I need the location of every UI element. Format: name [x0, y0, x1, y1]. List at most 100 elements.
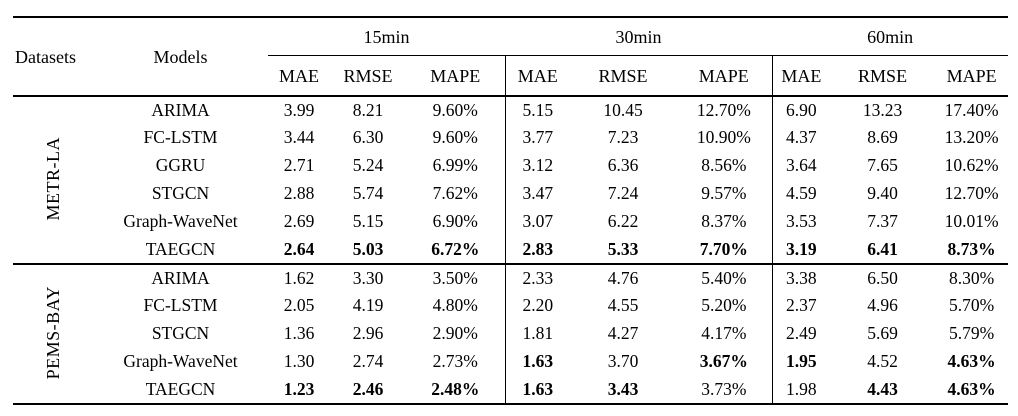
metric-value: 8.37% [701, 211, 747, 232]
metric-value: 5.15 [504, 95, 571, 124]
metric-value: 3.47 [504, 180, 571, 208]
metric-value: 2.88 [283, 183, 315, 204]
metric-value: 7.23 [607, 127, 639, 148]
dataset-label: PEMS-BAY [43, 285, 63, 379]
metric-value: 4.80% [432, 295, 478, 316]
metric-value: 6.99% [432, 155, 478, 176]
metric-value: 2.96 [352, 323, 384, 344]
metric-value: 3.67% [699, 351, 748, 372]
metric-value: 7.24 [607, 183, 639, 204]
metric-value: 7.70% [699, 238, 748, 259]
metric-value: 8.56% [701, 155, 747, 176]
metric-header-mape-60: MAPE [946, 65, 997, 86]
metric-value: 1.62 [268, 263, 330, 292]
metric-value: 4.55 [607, 295, 639, 316]
table-row: METR-LA ARIMA 3.99 8.21 9.60% 5.15 10.45 12.70%… [13, 95, 1009, 264]
metric-value: 5.69 [867, 323, 898, 344]
metric-value: 10.01% [944, 211, 999, 232]
model-name: STGCN [151, 183, 210, 204]
metric-header-mae-60: MAE [771, 55, 831, 96]
metric-value: 4.19 [352, 295, 384, 316]
metric-value: 6.36 [607, 155, 639, 176]
dataset-label-cell: METR-LA [13, 95, 93, 264]
metric-value: 3.44 [283, 127, 315, 148]
metric-value: 3.43 [607, 378, 639, 399]
table-row: GGRU 2.71 5.24 6.99% 3.12 6.36 8.56% 3.64 7.65 10… [13, 152, 1008, 180]
results-table: Datasets Models 15min 30min 60min MAE RM… [13, 16, 1009, 405]
metric-value: 1.63 [504, 376, 571, 404]
metric-value: 3.73% [701, 378, 747, 399]
table-row: STGCN 2.88 5.74 7.62% 3.47 7.24 9.57% 4.59 9.40 1… [13, 180, 1008, 208]
metric-header-mape-15: MAPE [430, 65, 481, 86]
metric-value: 6.22 [607, 211, 639, 232]
metric-value: 3.64 [771, 152, 831, 180]
metric-value: 12.70% [944, 183, 999, 204]
metric-value: 6.90% [432, 211, 478, 232]
table-row: TAEGCN 1.23 2.46 2.48% 1.63 3.43 3.73% 1.98 4.43… [13, 376, 1008, 404]
metric-value: 2.48% [431, 378, 480, 399]
metric-value: 2.71 [283, 155, 315, 176]
metric-value: 2.83 [504, 236, 571, 264]
metric-value: 7.65 [867, 155, 898, 176]
metric-value: 5.40% [676, 263, 773, 292]
metric-value: 2.37 [771, 292, 831, 320]
metric-value: 13.23 [830, 95, 936, 124]
metric-value: 8.21 [330, 95, 406, 124]
table-row: Graph-WaveNet 2.69 5.15 6.90% 3.07 6.22 8.37% 3… [13, 208, 1008, 236]
metric-value: 1.30 [283, 351, 315, 372]
metric-header-rmse-60: RMSE [858, 65, 908, 86]
table-row: FC-LSTM 3.44 6.30 9.60% 3.77 7.23 10.90% 4.37 8.… [13, 124, 1008, 152]
metric-value: 6.50 [830, 263, 936, 292]
metric-value: 3.70 [607, 351, 639, 372]
metric-value: 4.96 [867, 295, 898, 316]
metric-value: 2.64 [283, 238, 315, 259]
metric-value: 4.27 [607, 323, 639, 344]
table-row: STGCN 1.36 2.96 2.90% 1.81 4.27 4.17% 2.49 5.69 5… [13, 320, 1008, 348]
model-name: ARIMA [93, 95, 268, 124]
header-row-metrics: MAE RMSE MAPE MAE RMSE MAPE MAE RMSE MAP… [13, 55, 1008, 96]
model-name: GGRU [155, 155, 206, 176]
metric-value: 4.63% [947, 351, 996, 372]
metric-value: 9.40 [867, 183, 898, 204]
metric-value: 4.17% [701, 323, 747, 344]
metric-value: 5.70% [948, 295, 995, 316]
dataset-label-cell: PEMS-BAY [13, 263, 93, 404]
metric-value: 1.95 [771, 348, 831, 376]
metric-value: 3.07 [504, 208, 571, 236]
metric-value: 4.52 [867, 351, 898, 372]
model-name: FC-LSTM [143, 295, 218, 316]
metric-value: 3.19 [771, 236, 831, 264]
header-row-groups: Datasets Models 15min 30min 60min [13, 17, 1009, 66]
table-row: PEMS-BAY ARIMA 1.62 3.30 3.50% 2.33 4.76 5.40% 3… [13, 263, 1009, 404]
metric-header-mae-15: MAE [279, 65, 319, 86]
model-name: ARIMA [93, 263, 268, 292]
datasets-column-header: Datasets [15, 46, 76, 67]
model-name: Graph-WaveNet [123, 211, 238, 232]
models-column-header: Models [153, 46, 208, 67]
metric-value: 5.33 [607, 238, 639, 259]
metric-value: 5.03 [352, 238, 384, 259]
metric-value: 1.81 [504, 320, 571, 348]
metric-value: 10.62% [944, 155, 999, 176]
metric-value: 2.05 [283, 295, 315, 316]
metric-value: 5.20% [701, 295, 747, 316]
metric-value: 5.74 [352, 183, 384, 204]
metric-value: 3.99 [268, 95, 330, 124]
metric-value: 3.50% [406, 263, 506, 292]
metric-value: 7.37 [867, 211, 898, 232]
table-row: FC-LSTM 2.05 4.19 4.80% 2.20 4.55 5.20% 2.37 4.9… [13, 292, 1008, 320]
metric-value: 3.38 [771, 263, 831, 292]
metric-value: 5.24 [352, 155, 384, 176]
metric-value: 2.74 [352, 351, 384, 372]
metric-value: 13.20% [944, 127, 999, 148]
metric-value: 8.30% [935, 263, 1009, 292]
metric-value: 8.69 [867, 127, 898, 148]
metric-header-rmse-15: RMSE [343, 65, 393, 86]
table-header: Datasets Models 15min 30min 60min MAE RM… [13, 17, 1009, 96]
metric-value: 2.46 [352, 378, 384, 399]
metric-value: 3.30 [330, 263, 406, 292]
metric-value: 9.57% [701, 183, 747, 204]
metric-value: 10.45 [570, 95, 677, 124]
model-name: FC-LSTM [143, 127, 218, 148]
metric-value: 5.15 [352, 211, 384, 232]
